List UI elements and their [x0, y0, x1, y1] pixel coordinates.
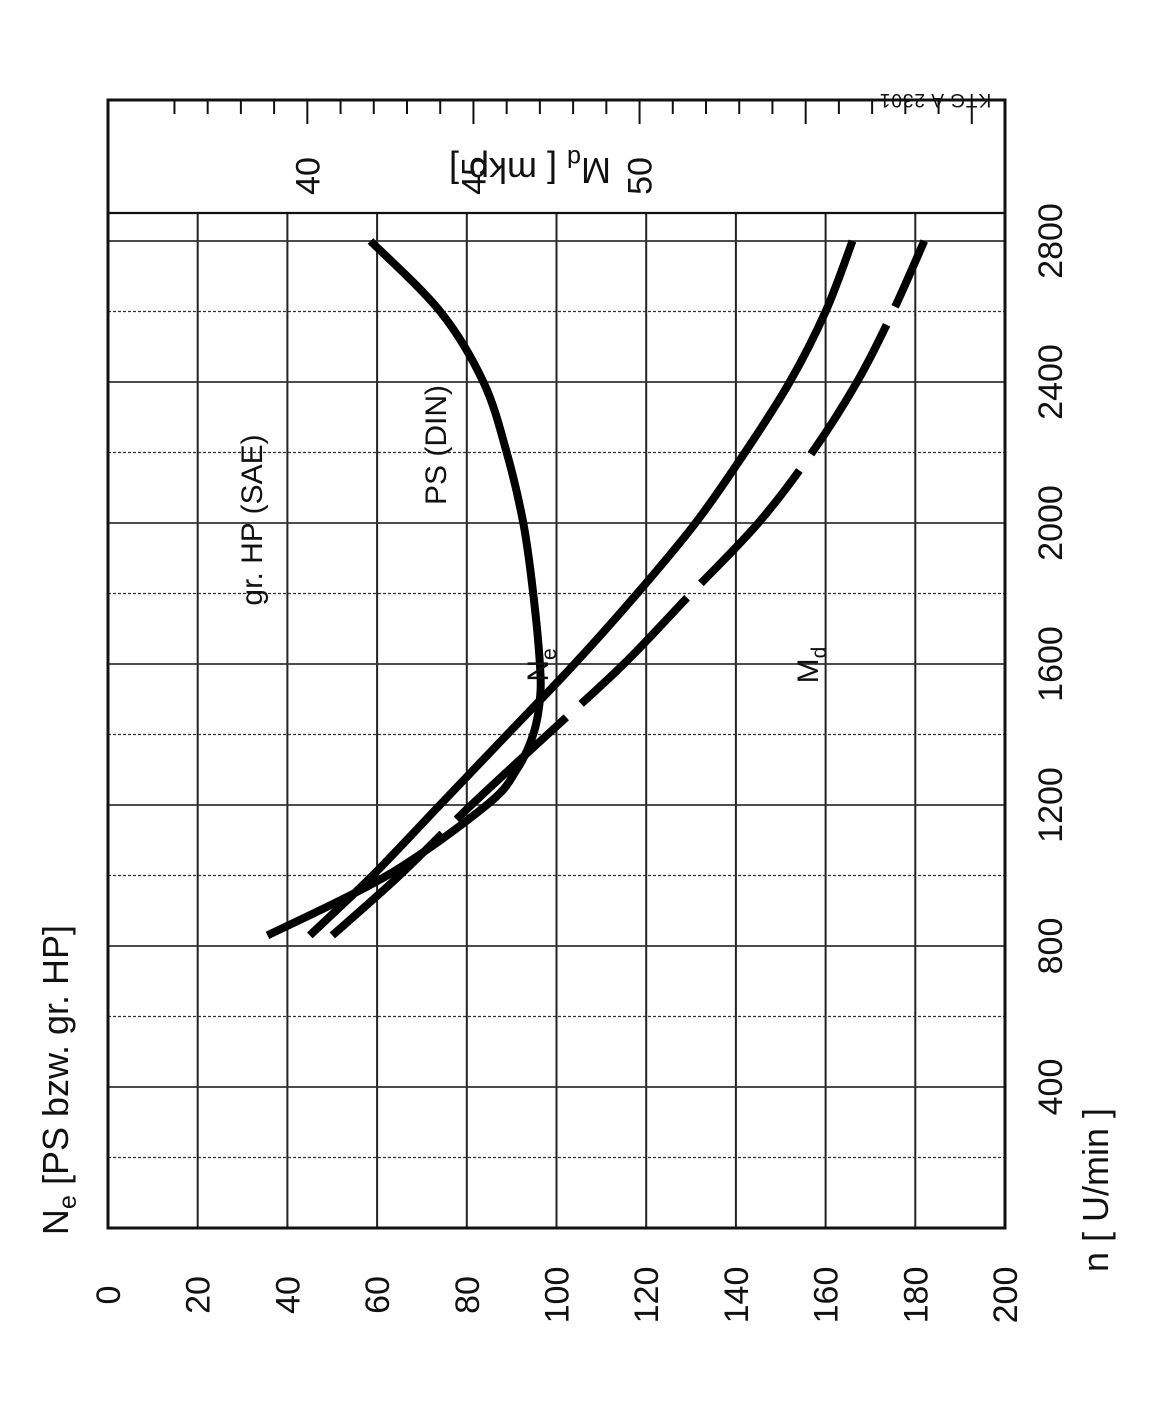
plot-border	[106, 98, 1007, 1230]
y-axis-title: Ne [PS bzw. gr. HP]	[35, 925, 82, 1235]
rpm-tick-label-2400: 2400	[1032, 344, 1070, 420]
power-tick-label-180: 180	[897, 1267, 935, 1324]
md-tick-label-40: 40	[289, 157, 327, 195]
power-tick-label-160: 160	[808, 1267, 846, 1324]
series-line-0	[329, 239, 928, 939]
power-tick-label-40: 40	[269, 1276, 307, 1314]
grid-layer	[108, 100, 1005, 1228]
power-tick-label-20: 20	[180, 1276, 218, 1314]
rpm-tick-label-2000: 2000	[1032, 485, 1070, 561]
power-tick-label-100: 100	[539, 1267, 577, 1324]
power-tick-label-140: 140	[718, 1267, 756, 1324]
tick-labels: 0 20 40 60 80 100 120 140 160 180 200 400 800 1200 160…	[90, 157, 1070, 1323]
drawing-code: KTG A 2301	[879, 89, 991, 110]
power-tick-label-120: 120	[628, 1267, 666, 1324]
power-tick-label-60: 60	[359, 1276, 397, 1314]
din-curve-label: PS (DIN)	[420, 385, 453, 505]
rpm-tick-label-800: 800	[1032, 918, 1070, 975]
series-line-1	[307, 239, 857, 939]
rpm-tick-label-1200: 1200	[1032, 767, 1070, 843]
power-tick-label-0: 0	[90, 1286, 128, 1305]
series-layer	[265, 238, 928, 939]
x-axis-title: n [ U/min ]	[1075, 1108, 1116, 1272]
sae-curve-label: gr. HP (SAE)	[236, 434, 269, 605]
chart-labels: Ne [PS bzw. gr. HP] n [ U/min ] Md [ mkp ]…	[35, 89, 1116, 1272]
ne-curve-label: Ne	[522, 648, 561, 681]
power-tick-label-80: 80	[449, 1276, 487, 1314]
md-scale-band	[108, 100, 1005, 213]
md-axis-title: Md [ mkp ]	[449, 144, 611, 191]
series-line-2	[265, 238, 545, 939]
md-tick-label-45: 45	[455, 157, 493, 195]
md-curve-label: Md	[792, 647, 831, 684]
power-tick-label-200: 200	[987, 1267, 1025, 1324]
rpm-tick-label-1600: 1600	[1032, 626, 1070, 702]
rpm-tick-label-2800: 2800	[1032, 203, 1070, 279]
rpm-tick-label-400: 400	[1032, 1059, 1070, 1116]
md-tick-label-50: 50	[622, 157, 660, 195]
plot-frame	[106, 98, 1007, 1230]
